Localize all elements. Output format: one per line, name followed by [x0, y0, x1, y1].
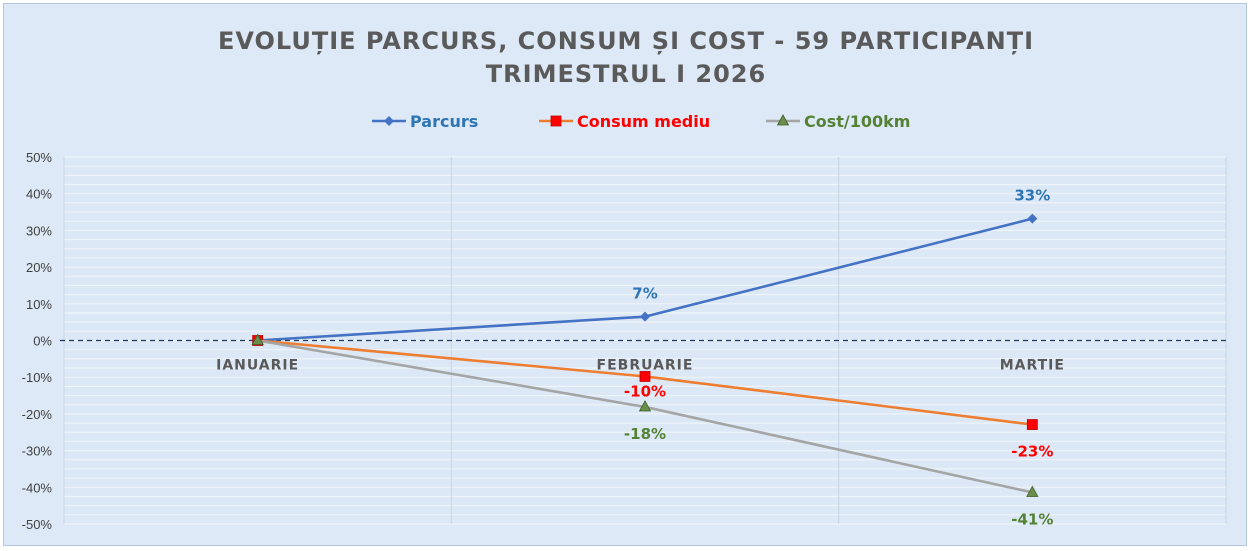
legend-item-0: Parcurs: [372, 112, 478, 131]
y-tick-label: -10%: [22, 370, 53, 385]
data-point-square: [639, 371, 651, 382]
y-tick-label: 0%: [33, 334, 52, 349]
data-label: -23%: [1011, 443, 1053, 461]
y-tick-label: 10%: [26, 297, 52, 312]
x-category-label: FEBRUARIE: [597, 358, 694, 374]
data-point-square: [550, 115, 562, 127]
legend-label: Cost/100km: [804, 112, 910, 131]
chart-title-line-2: TRIMESTRUL I 2026: [486, 60, 766, 88]
x-category-label: IANUARIE: [216, 358, 299, 374]
data-point-triangle: [776, 114, 790, 126]
data-point-triangle: [1026, 485, 1039, 497]
data-label: -18%: [624, 425, 666, 443]
legend: Parcurs Consum mediu Cost/100km: [372, 112, 910, 131]
data-point-diamond: [640, 311, 650, 322]
data-label: 33%: [1014, 187, 1050, 205]
legend-item-1: Consum mediu: [539, 112, 710, 131]
y-tick-label: -30%: [22, 444, 53, 459]
data-point-diamond: [384, 116, 394, 126]
legend-item-2: Cost/100km: [766, 112, 910, 131]
y-tick-label: -40%: [22, 480, 53, 495]
data-label: -41%: [1011, 510, 1053, 528]
chart-frame: EVOLUȚIE PARCURS, CONSUM ȘI COST - 59 PA…: [3, 3, 1247, 546]
y-tick-label: 30%: [26, 223, 52, 238]
data-point-triangle: [251, 333, 264, 345]
line-chart: EVOLUȚIE PARCURS, CONSUM ȘI COST - 59 PA…: [22, 27, 1227, 532]
y-tick-label: -50%: [22, 517, 53, 532]
y-tick-label: 40%: [26, 187, 52, 202]
data-point-square: [1026, 419, 1038, 430]
x-category-label: MARTIE: [1000, 358, 1065, 374]
data-point-triangle: [638, 400, 652, 412]
chart-title-line-1: EVOLUȚIE PARCURS, CONSUM ȘI COST - 59 PA…: [218, 27, 1034, 55]
data-point-diamond: [1027, 213, 1038, 224]
y-tick-label: 20%: [26, 260, 52, 275]
legend-label: Parcurs: [410, 112, 478, 131]
y-tick-label: 50%: [26, 150, 52, 165]
data-label: 7%: [632, 285, 657, 303]
legend-label: Consum mediu: [577, 112, 710, 131]
data-label: -10%: [624, 382, 666, 400]
y-tick-label: -20%: [22, 407, 53, 422]
